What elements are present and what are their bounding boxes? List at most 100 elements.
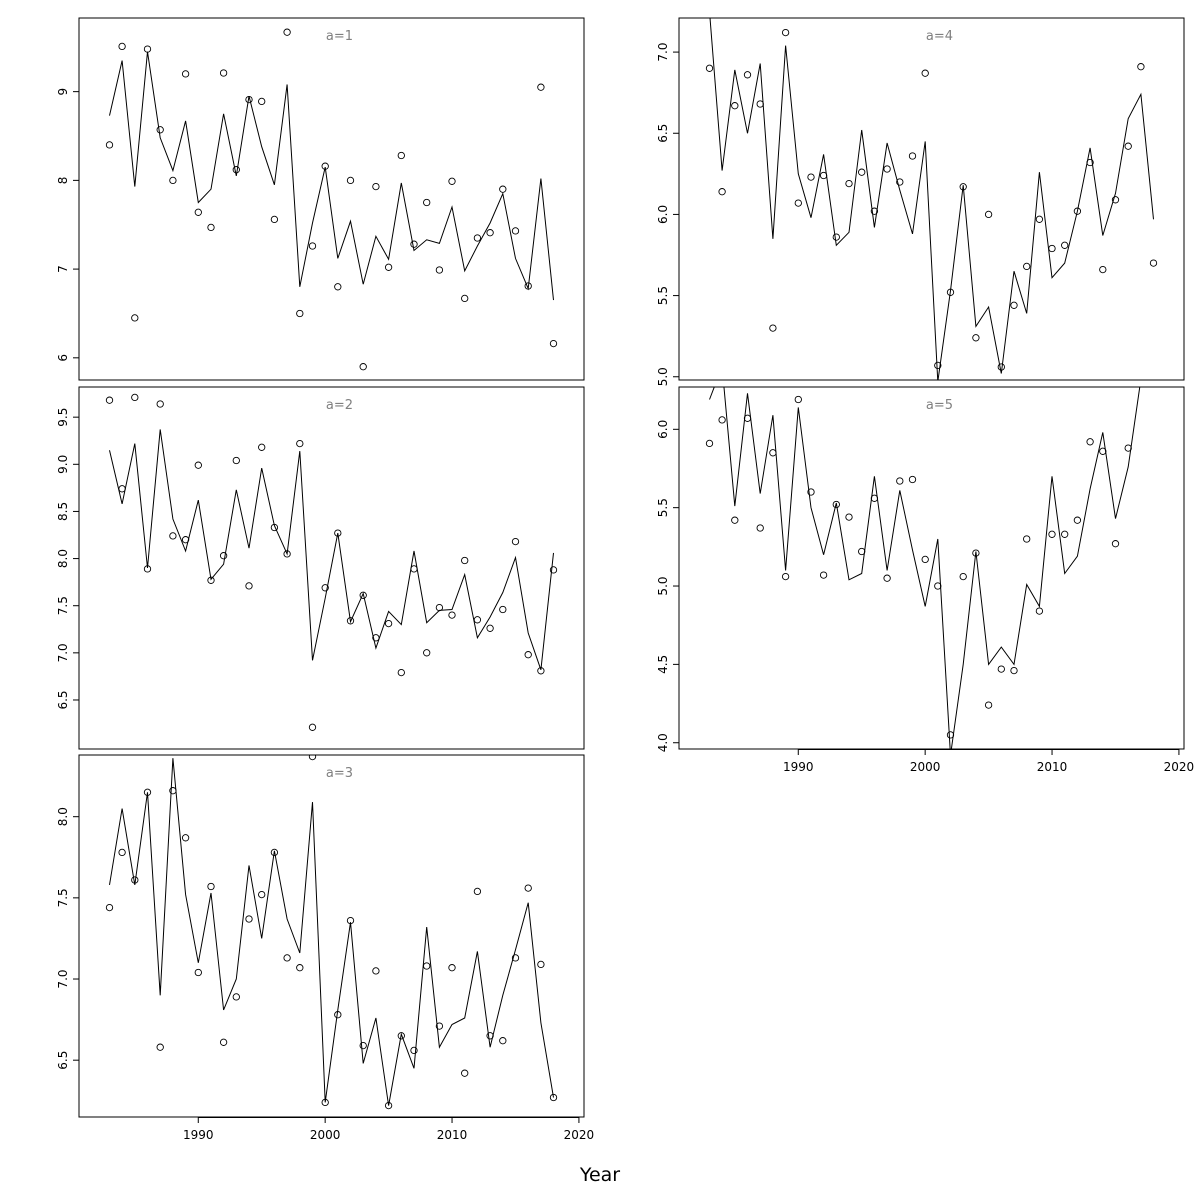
y-tick-label: 7.0: [656, 43, 670, 62]
x-tick-label: 1990: [183, 1128, 214, 1142]
y-tick-label: 6.0: [656, 205, 670, 224]
y-tick-label: 8.0: [56, 549, 70, 568]
observed-point: [270, 848, 279, 857]
observed-points: [705, 28, 1158, 371]
observed-points: [105, 393, 558, 731]
observed-point: [448, 964, 456, 972]
observed-point: [1124, 444, 1132, 452]
observed-point: [169, 532, 177, 540]
observed-point: [448, 177, 456, 185]
observed-point: [984, 210, 993, 219]
observed-point: [219, 552, 228, 560]
observed-point: [845, 179, 853, 188]
y-tick-label: 6.5: [56, 690, 70, 709]
observed-point: [972, 549, 980, 557]
observed-point: [207, 882, 215, 891]
x-tick-label: 1990: [783, 760, 814, 774]
observed-point: [308, 723, 317, 731]
observed-point: [321, 584, 329, 592]
observed-point: [359, 1041, 367, 1050]
observed-point: [410, 240, 418, 248]
panel-label: a=1: [326, 29, 353, 44]
x-tick-label: 2010: [1037, 760, 1068, 774]
observed-point: [461, 556, 469, 565]
x-tick-label: 2000: [910, 760, 941, 774]
observed-point: [537, 83, 545, 91]
y-tick-label: 5.0: [656, 367, 670, 386]
panel-3: 6.5 7.0 7.5 8.0 1990 2000 2010 2020 a=3: [56, 754, 595, 1142]
observed-point: [194, 968, 202, 977]
observed-point: [461, 1069, 469, 1077]
observed-point: [1010, 666, 1018, 675]
observed-point: [473, 234, 482, 242]
observed-point: [819, 171, 828, 180]
observed-point: [781, 572, 790, 581]
y-tick-label: 5.0: [656, 576, 670, 595]
observed-point: [346, 176, 355, 185]
y-tick-label: 6.5: [656, 124, 670, 143]
observed-point: [1023, 535, 1031, 543]
observed-point: [131, 876, 139, 884]
x-tick-label: 2010: [437, 1128, 468, 1142]
fitted-line: [709, 18, 1154, 380]
observed-point: [372, 634, 380, 642]
observed-point: [435, 266, 444, 274]
observed-point: [832, 233, 840, 241]
observed-point: [486, 624, 494, 632]
observed-point: [1111, 540, 1120, 548]
observed-point: [321, 1098, 329, 1107]
observed-point: [845, 513, 853, 521]
observed-point: [435, 1022, 444, 1030]
y-tick-label: 5.5: [656, 286, 670, 305]
observed-point: [194, 208, 202, 216]
observed-point: [423, 962, 431, 970]
panel-label: a=2: [326, 398, 353, 413]
observed-point: [334, 1011, 342, 1019]
fitted-line: [709, 387, 1141, 749]
observed-point: [296, 964, 304, 972]
observed-points: [705, 395, 1132, 739]
observed-point: [781, 28, 790, 37]
panel-4: 5.0 5.5 6.0 6.5 7.0 a=4: [656, 17, 1185, 386]
y-tick-label: 6.5: [56, 1051, 70, 1070]
observed-point: [807, 488, 815, 496]
observed-point: [423, 198, 431, 207]
observed-point: [308, 755, 317, 761]
observed-point: [549, 1093, 558, 1102]
observed-point: [308, 242, 317, 250]
observed-point: [334, 283, 342, 291]
observed-point: [118, 485, 126, 493]
observed-point: [1061, 530, 1069, 538]
y-tick-label: 4.0: [656, 733, 670, 752]
observed-point: [549, 339, 558, 348]
panel-frame: [78, 17, 585, 381]
x-tick-label: 2020: [564, 1128, 595, 1142]
panel-label: a=4: [926, 29, 953, 44]
x-tick-label: 2020: [1164, 760, 1195, 774]
panel-frame: [78, 386, 585, 750]
chart-panels: 6 7 8 9 a=1 6.5 7.0 7.5 8.0 8.5 9.0 9.5 a=2 6.5 7.0 7.5…: [56, 17, 1195, 1142]
observed-point: [1073, 207, 1082, 215]
observed-point: [794, 199, 802, 207]
observed-point: [1073, 516, 1082, 524]
observed-point: [1099, 447, 1107, 455]
observed-point: [1086, 438, 1094, 446]
observed-point: [156, 1043, 164, 1051]
observed-point: [435, 603, 444, 612]
observed-point: [232, 456, 240, 465]
y-tick-label: 7: [56, 265, 70, 273]
observed-point: [972, 334, 980, 342]
observed-point: [934, 582, 942, 590]
observed-point: [143, 788, 152, 796]
observed-point: [997, 363, 1005, 371]
observed-point: [105, 903, 114, 912]
y-tick-label: 7.5: [56, 596, 70, 615]
observed-point: [258, 890, 266, 899]
observed-point: [1010, 301, 1018, 309]
observed-point: [705, 439, 714, 448]
observed-point: [359, 591, 367, 599]
observed-point: [908, 475, 917, 484]
observed-point: [346, 617, 355, 625]
y-tick-label: 9.0: [56, 455, 70, 474]
observed-point: [105, 396, 114, 404]
